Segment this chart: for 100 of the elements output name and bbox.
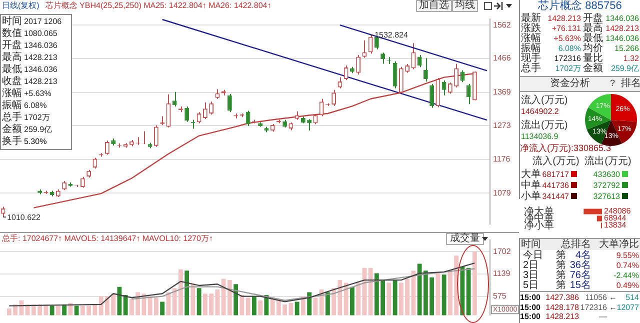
y-tick-label: 1176 bbox=[493, 154, 511, 164]
text: 36名 bbox=[570, 260, 591, 271]
text: 净流入(万元):330865.3 bbox=[520, 143, 612, 153]
text: 1134036.9 bbox=[521, 132, 558, 141]
text: 1428.213 bbox=[606, 24, 639, 33]
annotation: 换手 bbox=[2, 136, 22, 148]
text: 15.266 bbox=[614, 44, 639, 53]
annotation: 2017 bbox=[24, 16, 42, 28]
text: 441736 bbox=[542, 181, 569, 190]
text: 1428.178 bbox=[546, 302, 579, 312]
text: 振幅 bbox=[521, 43, 541, 54]
text: 11056 bbox=[585, 293, 607, 302]
text: ← bbox=[609, 293, 617, 302]
text: 金额 bbox=[583, 63, 603, 74]
text: 259.9亿 bbox=[610, 64, 639, 73]
text: 第 bbox=[556, 260, 566, 271]
text: 6.08% bbox=[558, 44, 581, 53]
text: 最新 bbox=[521, 13, 541, 24]
annotation: 振幅 bbox=[2, 100, 22, 112]
annotation: 6.08% bbox=[24, 100, 47, 112]
text: +5.63% bbox=[554, 34, 581, 43]
text: 15:00 bbox=[520, 312, 540, 321]
text: 大单 bbox=[521, 169, 541, 180]
y-tick-label: 1079 bbox=[493, 188, 512, 198]
text: 中单 bbox=[521, 180, 541, 191]
annotation: 1010.622 bbox=[7, 213, 41, 222]
text: 15名 bbox=[570, 280, 591, 291]
text: 排名 bbox=[621, 78, 640, 89]
text: 资金分析 bbox=[549, 78, 591, 89]
text: 172316 bbox=[554, 54, 581, 63]
text: 均价 bbox=[583, 43, 603, 54]
annotation: 259.9亿 bbox=[24, 124, 52, 136]
y-tick-label: 1369 bbox=[493, 87, 512, 96]
text: 327613 bbox=[593, 192, 620, 201]
text: 341447 bbox=[542, 192, 569, 201]
annotation: 时间 bbox=[2, 16, 22, 28]
text: 大单净比 bbox=[599, 239, 639, 250]
annotation: 1206 bbox=[44, 16, 62, 28]
text: 433630 bbox=[593, 170, 620, 179]
text: 0.49% bbox=[616, 281, 639, 290]
y-tick-label: 1562 bbox=[493, 20, 512, 30]
text: 量比 bbox=[583, 53, 603, 64]
annotation: 1428.213 bbox=[24, 76, 58, 88]
chart-title: 日线(复权) bbox=[2, 1, 40, 10]
text: 372792 bbox=[593, 181, 620, 190]
text: 今日 bbox=[523, 250, 543, 261]
annotation: 最低 bbox=[2, 64, 22, 76]
y-tick-label: 1702 bbox=[493, 246, 512, 256]
y-tick-label: 1139 bbox=[493, 269, 511, 278]
text: 1.32 bbox=[623, 54, 639, 63]
text: 76名 bbox=[570, 270, 591, 281]
text: 均线 bbox=[452, 0, 478, 12]
text: 最低 bbox=[583, 33, 603, 44]
text: 681717 bbox=[542, 170, 569, 179]
text: 1428.213 bbox=[548, 14, 581, 23]
text: 芯片概念 885756 bbox=[537, 0, 623, 12]
y-tick-label: 净小单 bbox=[524, 219, 554, 232]
text: 时间 bbox=[521, 239, 541, 250]
text: 2日 bbox=[523, 260, 539, 271]
text: 第 bbox=[556, 270, 566, 281]
text: 开盘 bbox=[583, 13, 603, 24]
text: 15:00 bbox=[520, 293, 540, 302]
text: — bbox=[599, 312, 607, 321]
text: 现手 bbox=[521, 53, 541, 64]
text: 流入(万元) bbox=[521, 95, 568, 106]
text: 小单 bbox=[521, 191, 541, 202]
text: 总排名 bbox=[560, 239, 592, 250]
text: 1427.386 bbox=[546, 293, 579, 302]
chart-title: 总手: 17024677↑ MAVOL5: 14139647↑ MAVOL10: 1270万↑ bbox=[2, 234, 213, 243]
text: 3日 bbox=[523, 270, 539, 281]
text: 第 bbox=[556, 250, 566, 261]
text: 4名 bbox=[575, 250, 591, 261]
annotation: 收盘 bbox=[2, 76, 22, 88]
text: ? bbox=[610, 78, 616, 88]
text: 1702万 bbox=[555, 64, 581, 73]
text: 0.74% bbox=[616, 261, 639, 270]
text: 172316 bbox=[580, 302, 607, 312]
text: 1346.036 bbox=[606, 34, 639, 43]
text: 流出(万元) bbox=[584, 156, 632, 167]
data-label: 68944 bbox=[604, 214, 627, 223]
text: +76.131 bbox=[552, 24, 581, 33]
annotation: 1346.036 bbox=[24, 64, 58, 76]
data-label: 248086 bbox=[604, 206, 632, 216]
text: 15:00 bbox=[520, 302, 540, 312]
annotation: 1702万 bbox=[24, 112, 50, 124]
text: 1464902.2 bbox=[521, 107, 559, 116]
text: ← bbox=[609, 302, 617, 312]
y-tick-label: 575 bbox=[493, 292, 507, 301]
text: 流入(万元) bbox=[532, 156, 580, 167]
annotation: 1346.036 bbox=[24, 40, 58, 52]
text: 第 bbox=[556, 280, 566, 291]
text: 涨幅 bbox=[521, 33, 541, 44]
text: 1346.036 bbox=[606, 14, 639, 23]
annotation: 1080.065 bbox=[24, 28, 58, 40]
annotation: 1428.213 bbox=[24, 52, 58, 64]
annotation: 开盘 bbox=[2, 40, 22, 52]
annotation: 成交量 bbox=[446, 233, 484, 245]
annotation: 最高 bbox=[2, 52, 22, 64]
annotation: 1532.824 bbox=[374, 30, 408, 40]
chart-subtitle: 芯片概念 YBH4(25,25,250) MA25: 1422.804↑ MA26: 1422.804↑ bbox=[45, 1, 272, 10]
